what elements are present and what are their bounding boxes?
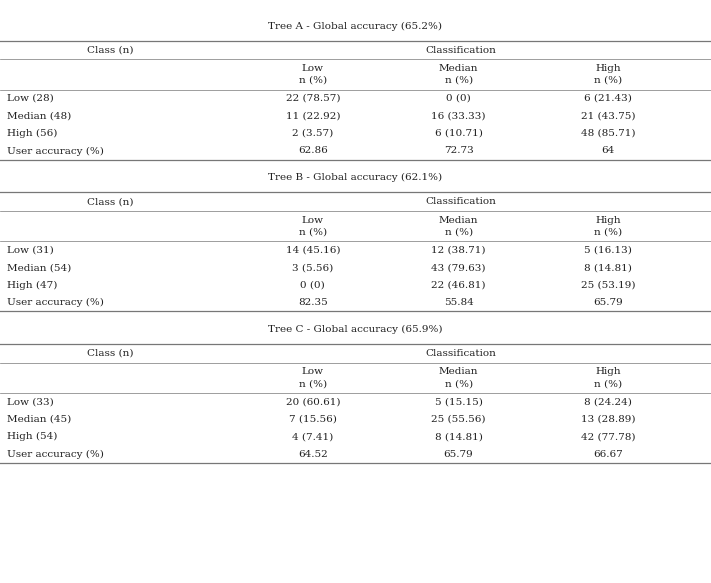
Text: Low (28): Low (28) bbox=[7, 94, 54, 103]
Text: 14 (45.16): 14 (45.16) bbox=[286, 245, 340, 255]
Text: Low: Low bbox=[302, 216, 324, 225]
Text: Median (54): Median (54) bbox=[7, 263, 71, 272]
Text: 16 (33.33): 16 (33.33) bbox=[432, 111, 486, 121]
Text: 64: 64 bbox=[602, 146, 614, 156]
Text: High (47): High (47) bbox=[7, 280, 58, 290]
Text: 42 (77.78): 42 (77.78) bbox=[581, 432, 635, 441]
Text: 25 (55.56): 25 (55.56) bbox=[432, 415, 486, 424]
Text: 22 (78.57): 22 (78.57) bbox=[286, 94, 340, 103]
Text: Median: Median bbox=[439, 367, 479, 377]
Text: 72.73: 72.73 bbox=[444, 146, 474, 156]
Text: 22 (46.81): 22 (46.81) bbox=[432, 280, 486, 290]
Text: n (%): n (%) bbox=[594, 227, 622, 237]
Text: n (%): n (%) bbox=[299, 379, 327, 388]
Text: 11 (22.92): 11 (22.92) bbox=[286, 111, 340, 121]
Text: Class (n): Class (n) bbox=[87, 197, 134, 206]
Text: 0 (0): 0 (0) bbox=[447, 94, 471, 103]
Text: Low: Low bbox=[302, 64, 324, 73]
Text: User accuracy (%): User accuracy (%) bbox=[7, 146, 104, 156]
Text: 65.79: 65.79 bbox=[444, 449, 474, 459]
Text: High: High bbox=[595, 216, 621, 225]
Text: Median (45): Median (45) bbox=[7, 415, 71, 424]
Text: n (%): n (%) bbox=[444, 76, 473, 85]
Text: 64.52: 64.52 bbox=[298, 449, 328, 459]
Text: 7 (15.56): 7 (15.56) bbox=[289, 415, 337, 424]
Text: n (%): n (%) bbox=[444, 227, 473, 237]
Text: Classification: Classification bbox=[425, 349, 496, 358]
Text: High (54): High (54) bbox=[7, 432, 58, 441]
Text: 48 (85.71): 48 (85.71) bbox=[581, 129, 635, 138]
Text: Median: Median bbox=[439, 64, 479, 73]
Text: Tree A - Global accuracy (65.2%): Tree A - Global accuracy (65.2%) bbox=[269, 22, 442, 31]
Text: n (%): n (%) bbox=[299, 76, 327, 85]
Text: 5 (16.13): 5 (16.13) bbox=[584, 245, 632, 255]
Text: n (%): n (%) bbox=[299, 227, 327, 237]
Text: 62.86: 62.86 bbox=[298, 146, 328, 156]
Text: Class (n): Class (n) bbox=[87, 349, 134, 358]
Text: n (%): n (%) bbox=[594, 379, 622, 388]
Text: n (%): n (%) bbox=[444, 379, 473, 388]
Text: 5 (15.15): 5 (15.15) bbox=[434, 397, 483, 406]
Text: Classification: Classification bbox=[425, 197, 496, 206]
Text: Low: Low bbox=[302, 367, 324, 377]
Text: Median (48): Median (48) bbox=[7, 111, 71, 121]
Text: User accuracy (%): User accuracy (%) bbox=[7, 449, 104, 459]
Text: User accuracy (%): User accuracy (%) bbox=[7, 298, 104, 307]
Text: 66.67: 66.67 bbox=[593, 449, 623, 459]
Text: 21 (43.75): 21 (43.75) bbox=[581, 111, 635, 121]
Text: 6 (10.71): 6 (10.71) bbox=[434, 129, 483, 138]
Text: 20 (60.61): 20 (60.61) bbox=[286, 397, 340, 406]
Text: 0 (0): 0 (0) bbox=[301, 280, 325, 290]
Text: 6 (21.43): 6 (21.43) bbox=[584, 94, 632, 103]
Text: 65.79: 65.79 bbox=[593, 298, 623, 307]
Text: Low (33): Low (33) bbox=[7, 397, 54, 406]
Text: 4 (7.41): 4 (7.41) bbox=[292, 432, 333, 441]
Text: 13 (28.89): 13 (28.89) bbox=[581, 415, 635, 424]
Text: Tree B - Global accuracy (62.1%): Tree B - Global accuracy (62.1%) bbox=[269, 173, 442, 182]
Text: 8 (14.81): 8 (14.81) bbox=[584, 263, 632, 272]
Text: 55.84: 55.84 bbox=[444, 298, 474, 307]
Text: 8 (24.24): 8 (24.24) bbox=[584, 397, 632, 406]
Text: 25 (53.19): 25 (53.19) bbox=[581, 280, 635, 290]
Text: 2 (3.57): 2 (3.57) bbox=[292, 129, 333, 138]
Text: High (56): High (56) bbox=[7, 129, 58, 138]
Text: n (%): n (%) bbox=[594, 76, 622, 85]
Text: 8 (14.81): 8 (14.81) bbox=[434, 432, 483, 441]
Text: Class (n): Class (n) bbox=[87, 45, 134, 55]
Text: Median: Median bbox=[439, 216, 479, 225]
Text: Low (31): Low (31) bbox=[7, 245, 54, 255]
Text: Tree C - Global accuracy (65.9%): Tree C - Global accuracy (65.9%) bbox=[268, 325, 443, 334]
Text: Classification: Classification bbox=[425, 45, 496, 55]
Text: High: High bbox=[595, 367, 621, 377]
Text: 82.35: 82.35 bbox=[298, 298, 328, 307]
Text: 12 (38.71): 12 (38.71) bbox=[432, 245, 486, 255]
Text: 3 (5.56): 3 (5.56) bbox=[292, 263, 333, 272]
Text: 43 (79.63): 43 (79.63) bbox=[432, 263, 486, 272]
Text: High: High bbox=[595, 64, 621, 73]
